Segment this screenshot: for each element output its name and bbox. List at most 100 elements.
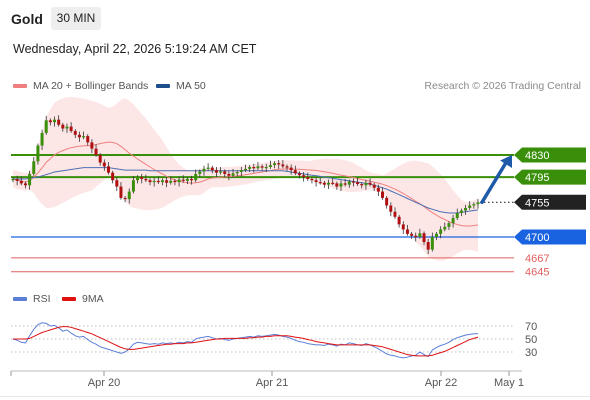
candle-body — [351, 181, 355, 183]
candle-body — [44, 120, 48, 133]
candle-body — [318, 182, 322, 184]
level-tag-4755 — [514, 194, 586, 210]
candle-body — [177, 179, 181, 183]
candle-body — [235, 172, 239, 174]
9ma-swatch — [62, 297, 76, 302]
candle-body — [385, 197, 389, 206]
candle-body — [434, 233, 438, 237]
candle-body — [36, 145, 40, 162]
candle-body — [15, 178, 19, 181]
candle-body — [194, 173, 198, 181]
interval-badge[interactable]: 30 MIN — [51, 7, 101, 30]
x-tick-label-3: May 1 — [494, 377, 524, 389]
candle-body — [314, 180, 318, 183]
rsi-level-label-50: 50 — [525, 334, 537, 346]
candle-body — [310, 178, 314, 181]
candle-body — [202, 168, 206, 172]
candle-body — [430, 237, 434, 250]
candle-body — [98, 155, 102, 163]
candle-body — [131, 180, 135, 192]
candle-body — [405, 229, 409, 234]
candle-body — [136, 177, 140, 181]
candle-body — [273, 163, 277, 166]
candle-body — [65, 126, 69, 129]
candle-body — [40, 132, 44, 146]
rsi-level-label-30: 30 — [525, 347, 537, 359]
candle-body — [468, 205, 472, 208]
candle-body — [277, 163, 281, 165]
legend-rsi-label: RSI — [33, 293, 51, 305]
candle-body — [401, 224, 405, 230]
candle-body — [476, 202, 480, 205]
candle-body — [410, 233, 414, 236]
candle-body — [322, 182, 326, 185]
candle-body — [144, 178, 148, 181]
research-credit: Research © 2026 Trading Central — [424, 80, 581, 92]
legend-ma20-label: MA 20 + Bollinger Bands — [33, 80, 149, 92]
candle-body — [48, 120, 52, 123]
candle-body — [252, 166, 256, 169]
candle-body — [360, 184, 364, 186]
candle-body — [459, 210, 463, 214]
candle-body — [418, 233, 422, 237]
candle-body — [94, 148, 98, 155]
x-tick-label-1: Apr 21 — [256, 377, 288, 389]
candle-body — [165, 180, 169, 183]
candle-body — [260, 166, 264, 168]
legend-rsi: RSI — [13, 293, 51, 305]
candle-body — [190, 178, 194, 181]
candle-body — [61, 124, 65, 129]
candle-body — [115, 180, 119, 187]
candle-body — [106, 166, 110, 173]
candle-body — [368, 182, 372, 185]
level-label-4667: 4667 — [525, 253, 549, 265]
candle-body — [173, 180, 177, 183]
candle-body — [339, 183, 343, 187]
candle-body — [327, 182, 331, 185]
candle-body — [443, 226, 447, 230]
candle-body — [343, 183, 347, 185]
candle-body — [73, 131, 77, 135]
candle-body — [181, 179, 185, 181]
forecast-arrow-shaft — [480, 159, 509, 205]
candle-body — [152, 180, 156, 183]
candle-body — [364, 182, 368, 186]
candle-body — [397, 216, 401, 225]
candle-body — [227, 173, 231, 176]
candle-body — [248, 166, 252, 169]
candle-body — [239, 170, 243, 173]
candle-body — [223, 171, 227, 174]
level-tag-4830 — [514, 147, 586, 163]
candle-body — [219, 171, 223, 173]
candle-body — [23, 183, 27, 186]
candle-body — [472, 204, 476, 206]
x-tick-label-0: Apr 20 — [88, 377, 120, 389]
legend-ma20: MA 20 + Bollinger Bands — [13, 80, 148, 92]
x-axis: Apr 20 Apr 21 Apr 22 May 1 — [10, 370, 524, 389]
candle-body — [331, 182, 335, 184]
candle-body — [264, 166, 268, 169]
level-tag-4795 — [514, 169, 586, 185]
candle-body — [206, 167, 210, 169]
candle-body — [119, 186, 123, 198]
ma20-swatch — [13, 84, 27, 89]
candle-body — [439, 229, 443, 234]
candle-body — [381, 191, 385, 198]
candle-body — [356, 182, 360, 185]
candle-body — [306, 177, 310, 179]
level-label-4795: 4795 — [525, 172, 549, 184]
candle-body — [268, 165, 272, 167]
candle-body — [169, 180, 173, 183]
candle-body — [455, 213, 459, 219]
candle-body — [393, 211, 397, 217]
candle-body — [77, 134, 81, 138]
candle-body — [28, 173, 32, 186]
candle-body — [185, 178, 189, 181]
candle-body — [214, 170, 218, 173]
candle-body — [289, 167, 293, 171]
bollinger-band — [13, 96, 478, 261]
candle-body — [198, 171, 202, 174]
candle-body — [426, 242, 430, 250]
rsi-level-label-70: 70 — [525, 321, 537, 333]
